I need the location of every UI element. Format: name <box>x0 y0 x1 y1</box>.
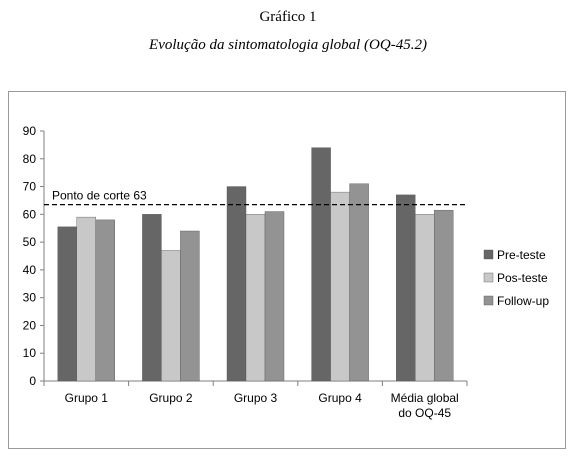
bar-follow-up <box>180 230 200 382</box>
chart-title: Gráfico 1 <box>259 9 317 25</box>
y-tick-label: 50 <box>23 235 37 249</box>
y-tick-label: 70 <box>23 180 37 194</box>
bar-pos-teste <box>415 214 435 382</box>
x-category-label: Grupo 4 <box>318 391 362 405</box>
bar-follow-up <box>434 209 454 382</box>
y-tick-label: 30 <box>23 291 37 305</box>
legend-swatch <box>483 295 494 306</box>
bar-pos-teste <box>245 214 266 382</box>
x-category-label: Grupo 1 <box>65 391 109 405</box>
bar-pos-teste <box>161 250 181 382</box>
bar-pre-teste <box>226 186 247 382</box>
x-category-label: do OQ-45 <box>398 406 451 420</box>
legend-swatch <box>483 272 494 283</box>
bar-follow-up <box>95 219 116 382</box>
y-tick-label: 10 <box>23 346 37 360</box>
y-tick-label: 80 <box>23 152 37 166</box>
cutoff-reference-label: Ponto de corte 63 <box>52 189 147 203</box>
y-tick-label: 60 <box>23 207 37 221</box>
chart-subtitle: Evolução da sintomatologia global (OQ-45… <box>149 37 427 53</box>
x-category-label: Grupo 3 <box>234 391 278 405</box>
x-category-label: Média global <box>391 391 459 405</box>
bar-pos-teste <box>76 216 97 382</box>
bar-pre-teste <box>396 194 416 382</box>
legend-label: Follow-up <box>497 294 549 308</box>
bar-pre-teste <box>142 214 162 382</box>
legend-label: Pos-teste <box>497 271 548 285</box>
bar-pre-teste <box>57 226 77 382</box>
legend-label: Pre-teste <box>497 248 546 262</box>
x-category-label: Grupo 2 <box>149 391 193 405</box>
y-tick-label: 40 <box>23 263 37 277</box>
legend-swatch <box>483 249 494 260</box>
bar-pre-teste <box>311 147 331 382</box>
y-tick-label: 20 <box>23 318 37 332</box>
bar-follow-up <box>264 211 285 382</box>
bar-follow-up <box>349 183 369 382</box>
y-tick-label: 90 <box>23 124 37 138</box>
y-tick-label: 0 <box>29 374 36 388</box>
bar-pos-teste <box>330 191 350 382</box>
